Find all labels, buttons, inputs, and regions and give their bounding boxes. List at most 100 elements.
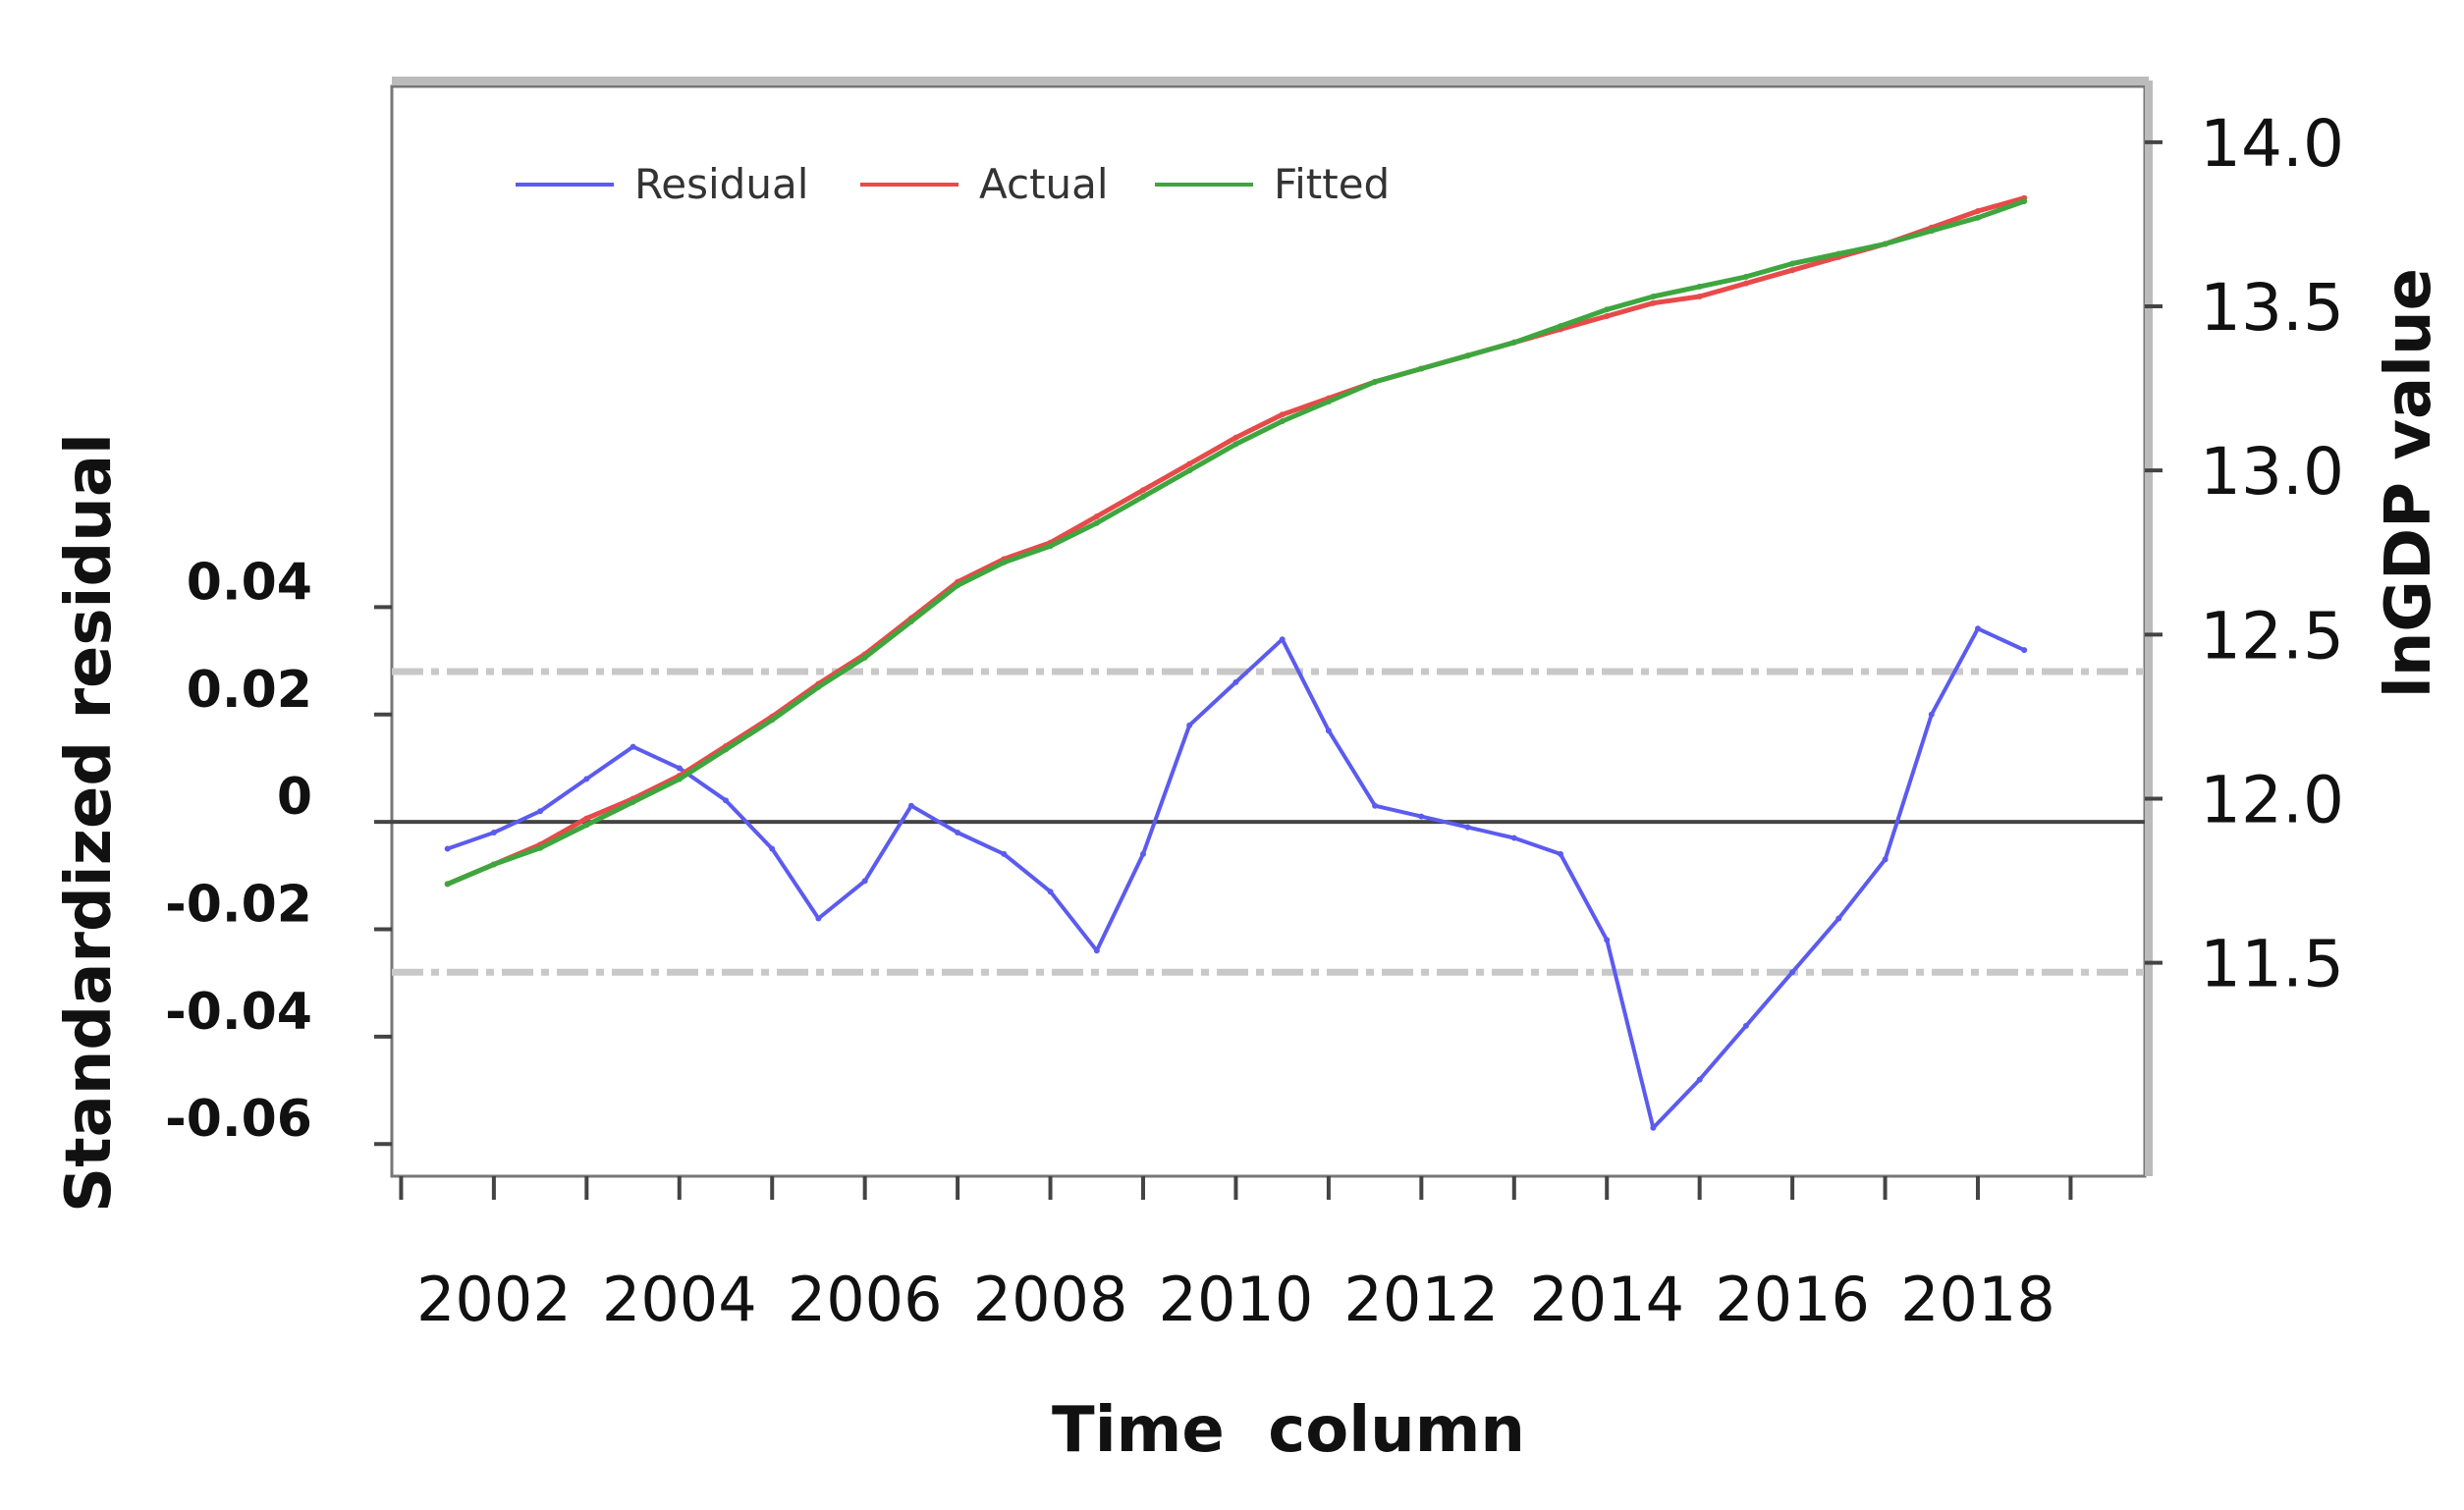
data-point-fitted: [1418, 365, 1425, 372]
data-point-residual: [583, 776, 590, 782]
data-point-fitted: [1186, 467, 1193, 474]
data-point-residual: [1789, 969, 1796, 976]
data-point-fitted: [1232, 441, 1239, 448]
data-point-fitted: [1325, 399, 1332, 404]
data-point-fitted: [1975, 214, 1981, 221]
left-tick-label: -0.06: [165, 1090, 312, 1149]
x-tick-label: 2016: [1715, 1264, 1870, 1335]
x-tick-label: 2006: [788, 1264, 943, 1335]
right-tick-label: 13.5: [2200, 270, 2344, 346]
data-point-residual: [1418, 813, 1425, 820]
data-point-fitted: [1093, 519, 1100, 526]
data-point-fitted: [955, 582, 961, 589]
data-point-fitted: [1510, 339, 1517, 346]
data-point-residual: [1001, 850, 1008, 857]
x-axis-ticks: 2002 2004 2006 2008 2010 2012 2014 2016 2018: [399, 1176, 2073, 1335]
data-point-actual: [1279, 411, 1286, 418]
data-point-fitted: [861, 654, 868, 661]
data-point-fitted: [676, 776, 683, 782]
data-point-residual: [1558, 850, 1563, 857]
data-point-fitted: [815, 683, 822, 690]
x-tick-label: 2004: [602, 1264, 757, 1335]
data-point-residual: [1882, 856, 1889, 863]
left-axis-title: Standardized residual: [53, 433, 126, 1213]
data-point-residual: [861, 878, 868, 885]
data-point-residual: [1604, 937, 1611, 944]
x-tick-label: 2010: [1159, 1264, 1314, 1335]
data-point-residual: [1928, 711, 1935, 718]
data-point-residual: [1047, 889, 1054, 895]
data-point-fitted: [2021, 198, 2028, 204]
data-point-residual: [1696, 1076, 1703, 1083]
left-tick-label: 0: [277, 768, 312, 827]
data-point-actual: [1975, 208, 1981, 214]
right-axis-title: lnGDP value: [2373, 268, 2445, 698]
x-tick-label: 2012: [1343, 1264, 1499, 1335]
x-tick-label: 2018: [1900, 1264, 2055, 1335]
data-point-fitted: [1464, 352, 1471, 359]
left-tick-label: 0.02: [187, 661, 312, 720]
legend: Residual Actual Fitted: [516, 160, 1390, 208]
x-tick-label: 2002: [416, 1264, 572, 1335]
legend-label-residual: Residual: [634, 160, 808, 208]
data-point-fitted: [1047, 543, 1054, 550]
data-point-fitted: [1742, 273, 1749, 280]
data-point-fitted: [1650, 294, 1657, 299]
data-point-actual: [1093, 513, 1100, 519]
data-point-residual: [1093, 947, 1100, 954]
x-axis-title: Time column: [1052, 1394, 1525, 1467]
data-point-residual: [1140, 850, 1146, 857]
data-point-fitted: [1372, 378, 1379, 385]
data-point-residual: [769, 845, 776, 852]
data-point-actual: [1186, 460, 1193, 467]
data-point-fitted: [1604, 306, 1611, 313]
x-tick-label: 2014: [1529, 1264, 1684, 1335]
data-point-fitted: [723, 746, 729, 753]
data-point-residual: [1464, 824, 1471, 831]
data-point-fitted: [1140, 493, 1146, 500]
plot-frame: [390, 84, 2147, 1178]
data-point-actual: [1604, 313, 1611, 319]
data-point-residual: [815, 915, 822, 922]
data-point-actual: [583, 815, 590, 822]
data-point-residual: [2021, 647, 2028, 654]
data-point-fitted: [490, 861, 497, 868]
x-tick-label: 2008: [973, 1264, 1128, 1335]
data-point-fitted: [1558, 323, 1563, 330]
data-point-actual: [1650, 299, 1657, 306]
data-point-residual: [1510, 835, 1517, 841]
right-axis-ticks: 11.5 12.0 12.5 13.0 13.5 14.0: [2145, 106, 2344, 1002]
series-group: [444, 194, 2028, 1131]
right-tick-label: 13.0: [2200, 434, 2344, 510]
data-point-actual: [1789, 267, 1796, 274]
data-point-fitted: [1696, 283, 1703, 290]
data-point-actual: [1742, 280, 1749, 287]
data-point-residual: [444, 845, 451, 852]
data-point-actual: [1696, 294, 1703, 299]
data-point-fitted: [769, 717, 776, 724]
data-point-actual: [1140, 487, 1146, 494]
data-point-fitted: [1835, 250, 1842, 257]
data-point-residual: [490, 830, 497, 836]
data-point-fitted: [1279, 418, 1286, 424]
legend-label-actual: Actual: [979, 160, 1109, 208]
right-tick-label: 12.5: [2200, 598, 2344, 674]
data-point-fitted: [1789, 260, 1796, 267]
data-point-actual: [1232, 434, 1239, 441]
data-point-residual: [676, 765, 683, 772]
data-point-residual: [1835, 915, 1842, 922]
right-tick-label: 12.0: [2200, 763, 2344, 838]
data-point-fitted: [583, 822, 590, 829]
left-axis-ticks: 0.04 0.02 0 -0.02 -0.04 -0.06: [165, 553, 392, 1149]
right-tick-label: 14.0: [2200, 106, 2344, 182]
data-point-fitted: [630, 798, 636, 805]
data-point-residual: [955, 830, 961, 836]
left-tick-label: 0.04: [187, 553, 312, 612]
data-point-residual: [1232, 678, 1239, 685]
data-point-residual: [723, 797, 729, 804]
legend-label-fitted: Fitted: [1274, 160, 1390, 208]
right-tick-label: 11.5: [2200, 927, 2344, 1002]
data-point-residual: [537, 808, 544, 815]
data-point-fitted: [444, 881, 451, 888]
